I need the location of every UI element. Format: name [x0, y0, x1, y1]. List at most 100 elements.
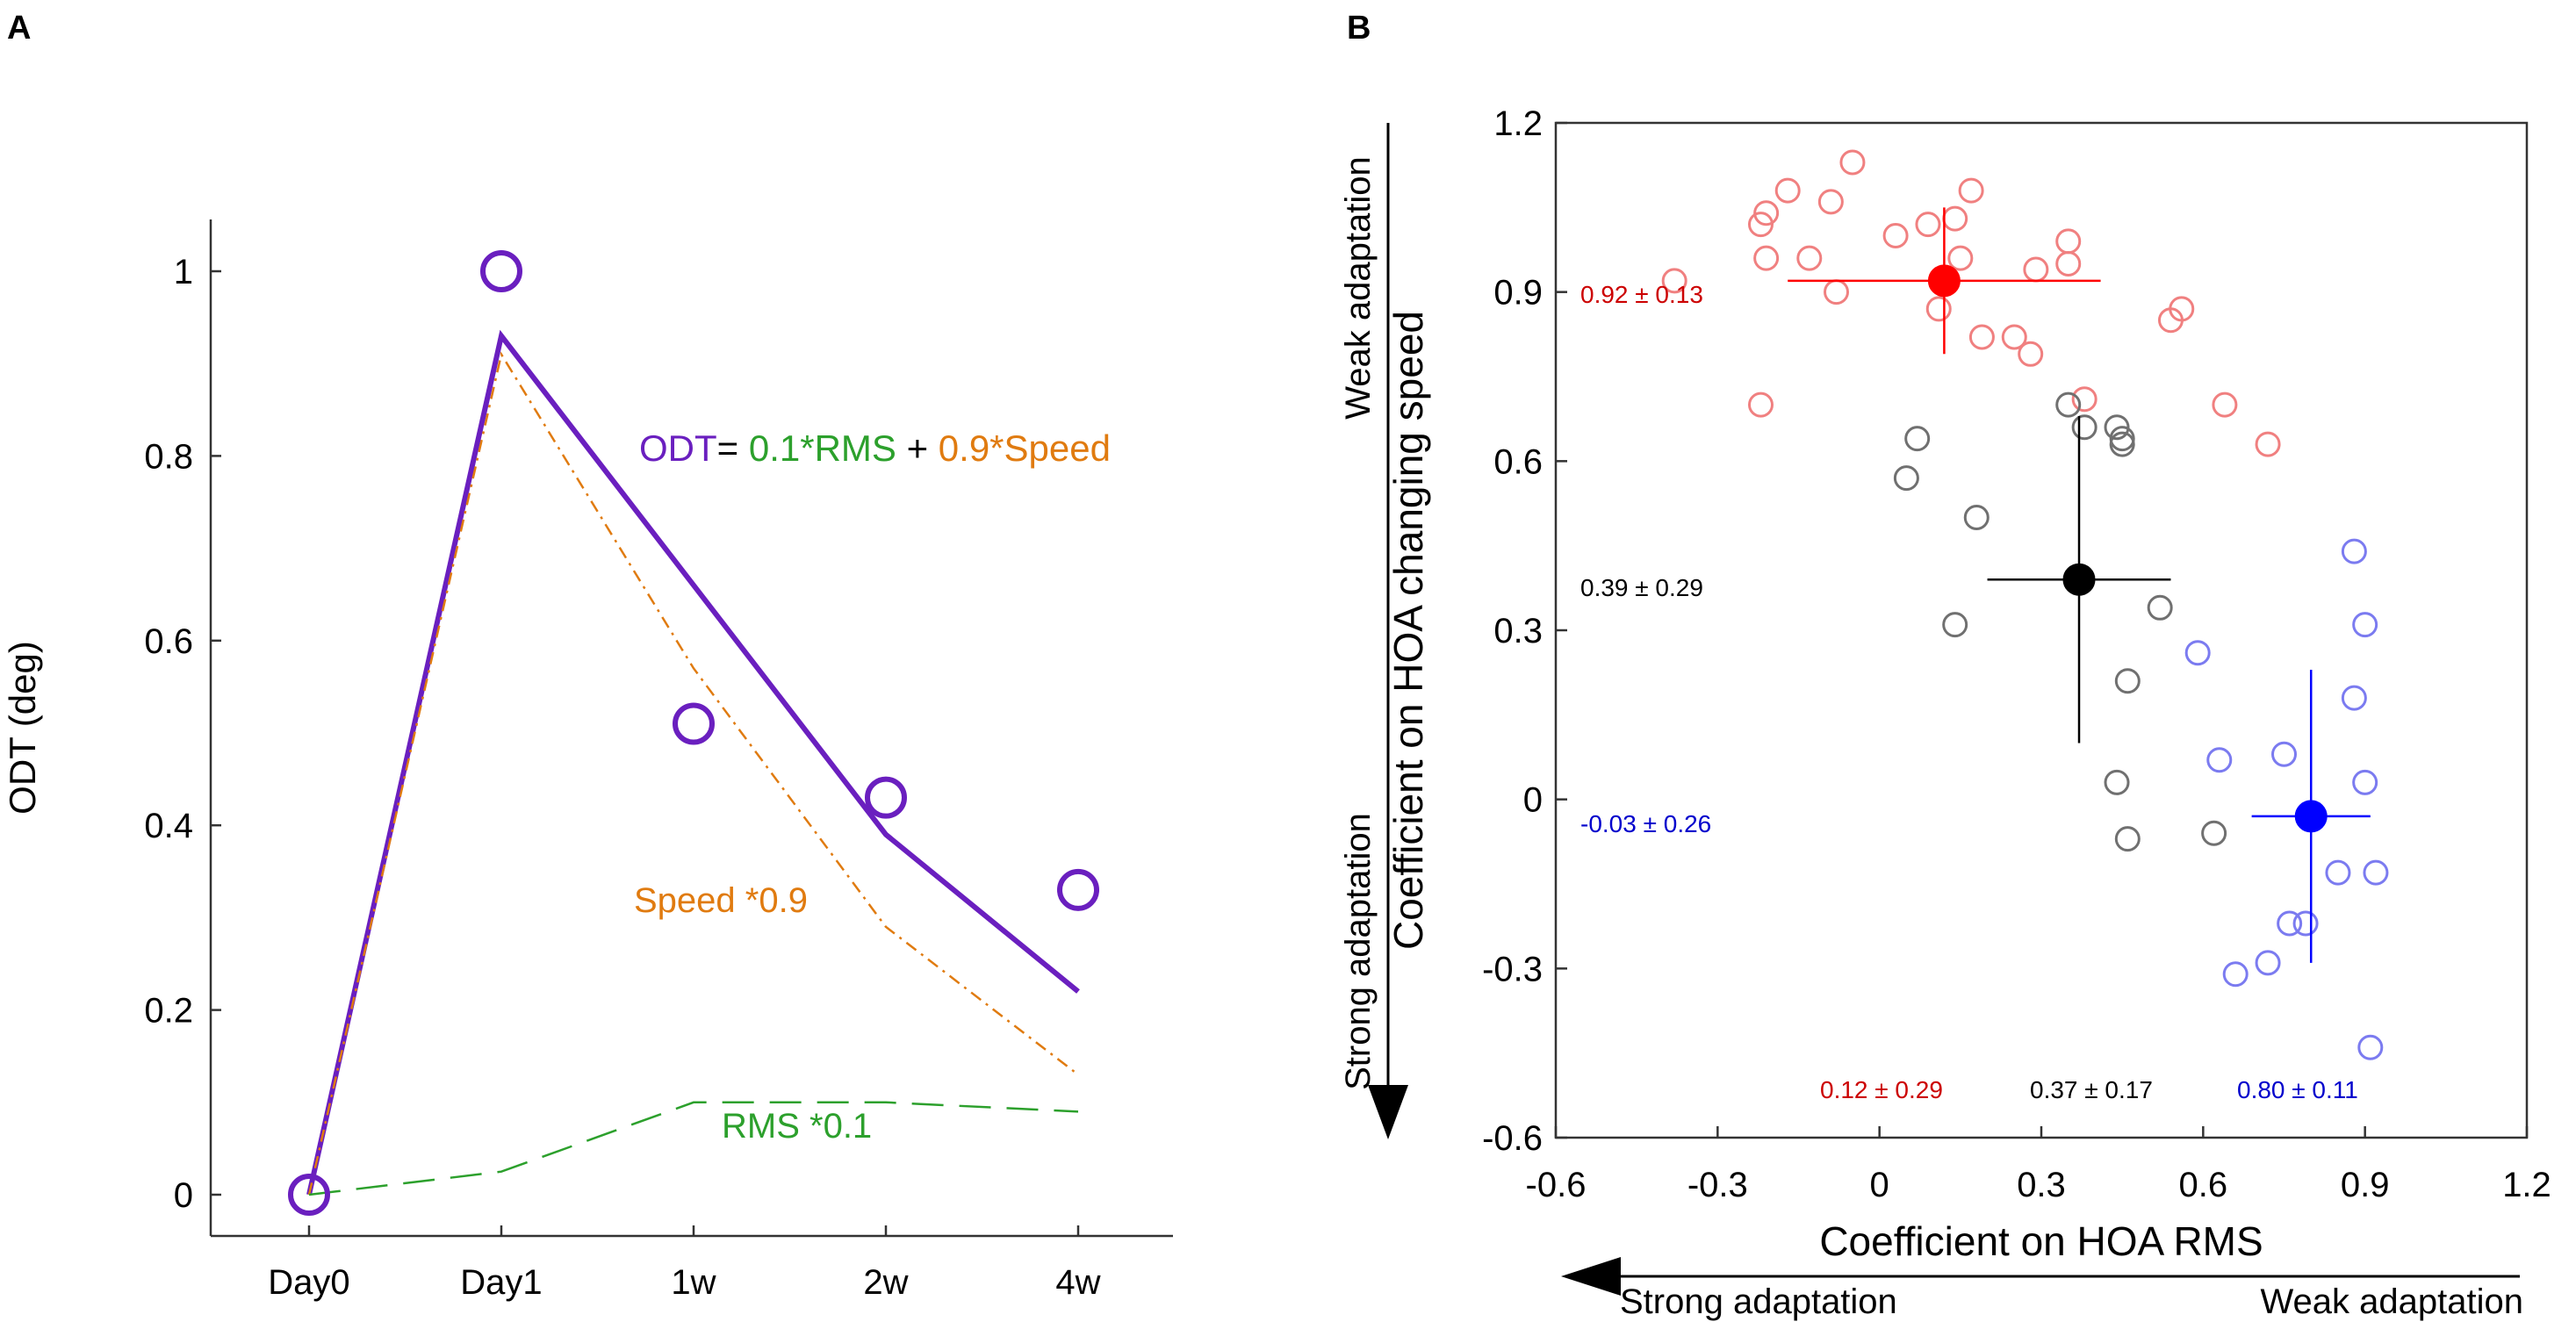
- equation-equals: =: [717, 427, 739, 469]
- group-black-x-stat: 0.37 ± 0.17: [2030, 1076, 2153, 1103]
- panel-b-x-ticks: -0.6 -0.3 0 0.3 0.6 0.9 1.2: [1526, 1126, 2551, 1204]
- y-tick-label: 0.6: [1493, 442, 1543, 481]
- data-point: [2018, 341, 2044, 367]
- x-tick-label: 0: [1870, 1166, 1889, 1204]
- data-point: [1753, 245, 1780, 271]
- odt-data-point: [865, 776, 907, 819]
- data-point: [1747, 392, 1774, 418]
- data-point: [2271, 741, 2297, 767]
- y-tick-label: 1.2: [1493, 104, 1543, 143]
- data-point: [2169, 296, 2195, 322]
- data-point: [2201, 820, 2227, 846]
- y-arrow-bottom-label: Strong adaptation: [1339, 813, 1378, 1090]
- odt-data-point: [1057, 868, 1099, 911]
- data-point: [1839, 149, 1866, 176]
- data-point: [2357, 1034, 2384, 1060]
- data-point: [2352, 612, 2378, 638]
- data-point: [2071, 386, 2097, 413]
- data-point: [1942, 612, 1968, 638]
- x-tick-label: 4w: [1055, 1263, 1100, 1302]
- data-point: [2212, 392, 2238, 418]
- odt-data-point: [480, 250, 522, 292]
- group-black-y-stat: 0.39 ± 0.29: [1580, 574, 1703, 601]
- data-point: [1661, 268, 1687, 294]
- group-blue-x-stat: 0.80 ± 0.11: [2237, 1076, 2358, 1103]
- y-tick-label: 0.8: [144, 437, 193, 476]
- y-tick-label: 0.3: [1493, 612, 1543, 650]
- data-point: [2001, 324, 2027, 350]
- data-point: [2255, 431, 2281, 457]
- equation-speed: 0.9*Speed: [939, 427, 1111, 469]
- panel-label-a: A: [7, 10, 31, 47]
- y-arrow-top-label: Weak adaptation: [1339, 156, 1378, 419]
- data-point: [1747, 212, 1774, 238]
- data-point: [2184, 640, 2211, 666]
- group-red-x-stat: 0.12 ± 0.29: [1820, 1076, 1943, 1103]
- y-tick-label: -0.6: [1482, 1119, 1543, 1158]
- panel-a-series: [288, 250, 1099, 1216]
- data-point: [1958, 177, 1984, 204]
- odt-fit-line: [306, 329, 1080, 1196]
- data-point: [2255, 950, 2281, 976]
- data-point: [2341, 538, 2367, 564]
- data-point: [2206, 747, 2233, 773]
- data-point: [1882, 222, 1909, 248]
- data-point: [2114, 668, 2141, 694]
- y-tick-label: -0.3: [1482, 950, 1543, 988]
- data-point: [2071, 414, 2097, 441]
- panel-b-y-ticks: -0.6 -0.3 0 0.3 0.6 0.9 1.2: [1482, 104, 1567, 1158]
- data-point: [1915, 212, 1941, 238]
- data-point: [2104, 414, 2130, 441]
- x-tick-label: -0.6: [1526, 1166, 1587, 1204]
- x-tick-label: -0.3: [1687, 1166, 1748, 1204]
- data-point: [2023, 256, 2049, 283]
- data-point: [2104, 769, 2130, 795]
- panel-label-b: B: [1347, 10, 1371, 47]
- panel-a-x-ticks: Day0 Day1 1w 2w 4w: [268, 1225, 1101, 1302]
- x-tick-label: 2w: [863, 1263, 908, 1302]
- data-point: [1947, 245, 1974, 271]
- data-point: [1968, 324, 1995, 350]
- speed-curve: [307, 351, 1079, 1196]
- group-mean-point: [1927, 264, 1961, 298]
- data-point: [2277, 910, 2303, 937]
- odt-data-point: [288, 1174, 330, 1216]
- data-point: [2352, 769, 2378, 795]
- y-tick-label: 0: [174, 1176, 193, 1215]
- panel-b-plot-box: [1554, 121, 2529, 1139]
- group-mean-point: [2062, 563, 2096, 596]
- group-intermediate: [1893, 392, 2227, 852]
- x-adaptation-arrow-head: [1561, 1257, 1621, 1296]
- data-point: [1925, 296, 1952, 322]
- data-point: [1824, 279, 1850, 305]
- x-tick-label: Day0: [268, 1263, 349, 1302]
- x-tick-label: 0.6: [2179, 1166, 2228, 1204]
- data-point: [2325, 859, 2351, 886]
- data-point: [2055, 392, 2082, 418]
- data-point: [1893, 465, 1919, 492]
- y-tick-label: 0.4: [144, 807, 193, 845]
- y-tick-label: 0: [1523, 781, 1543, 820]
- group-mean-point: [2294, 800, 2328, 833]
- data-point: [1817, 189, 1844, 215]
- group-weak-rms-mean: [2251, 669, 2371, 963]
- data-point: [2363, 859, 2389, 886]
- data-point: [2114, 826, 2141, 852]
- data-point: [1774, 177, 1801, 204]
- x-tick-label: 1w: [671, 1263, 716, 1302]
- equation-odt: ODT: [639, 427, 717, 469]
- data-point: [2341, 685, 2367, 711]
- odt-data-point: [673, 702, 715, 745]
- y-tick-label: 0.6: [144, 622, 193, 661]
- x-tick-label: Day1: [460, 1263, 542, 1302]
- x-tick-label: 0.3: [2017, 1166, 2066, 1204]
- data-point: [2109, 431, 2135, 457]
- group-weak-speed: [1661, 149, 2281, 457]
- rms-curve: [308, 1101, 1079, 1196]
- data-point: [1796, 245, 1823, 271]
- group-weak-speed-mean: [1788, 207, 2101, 355]
- equation-rms: 0.1*RMS: [738, 427, 896, 469]
- x-tick-label: 1.2: [2502, 1166, 2551, 1204]
- data-point: [1942, 205, 1968, 232]
